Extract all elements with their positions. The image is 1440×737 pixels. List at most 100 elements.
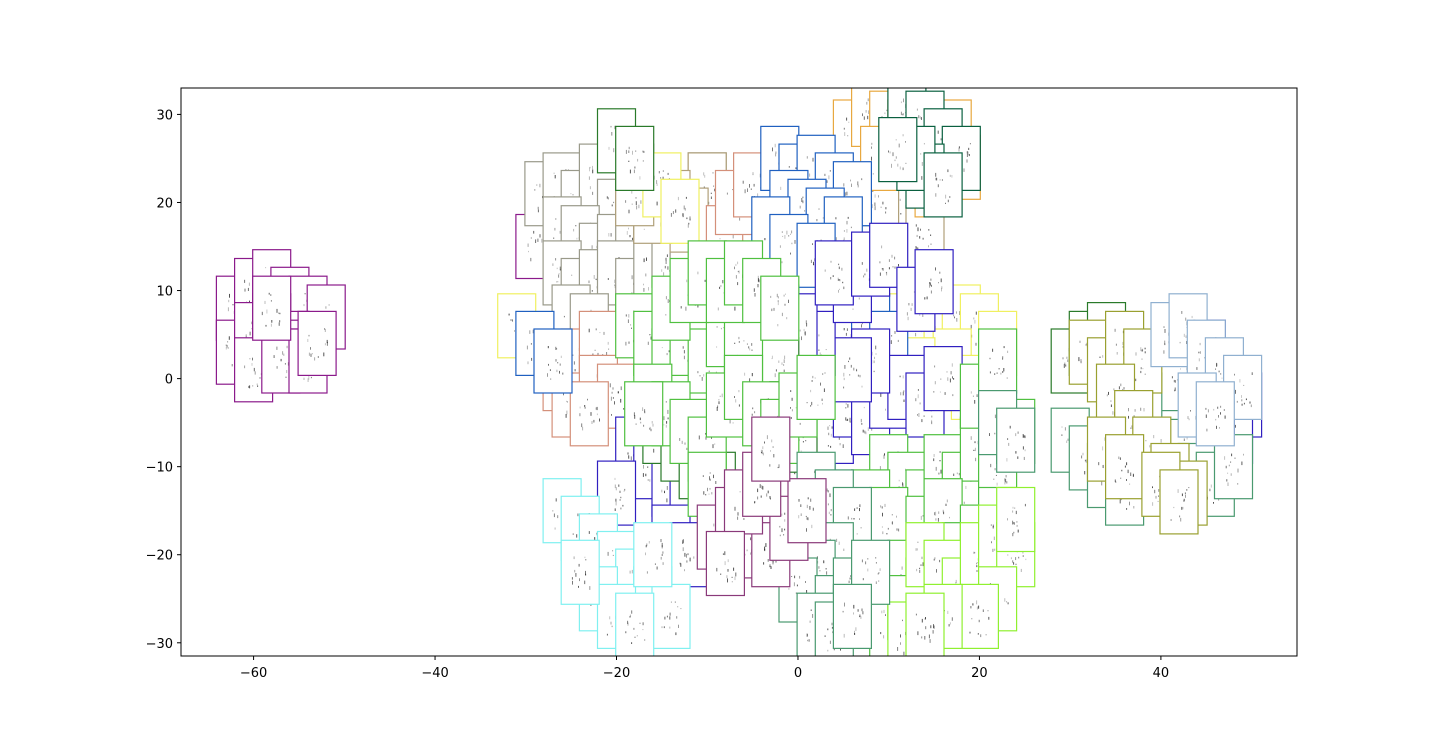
spectrogram-speck (859, 504, 861, 508)
spectrogram-speck (992, 524, 994, 528)
spectrogram-speck (871, 142, 873, 145)
spectrogram-speck (798, 515, 800, 519)
spectrogram-speck (303, 304, 305, 307)
spectrogram-speck (916, 108, 918, 111)
spectrogram-speck (1080, 361, 1082, 364)
spectrogram-speck (665, 424, 667, 428)
spectrogram-speck (920, 228, 921, 231)
spectrogram-speck (901, 566, 903, 570)
spectrogram-speck (761, 450, 763, 455)
spectrogram-speck (1065, 364, 1067, 367)
spectrogram-speck (1013, 522, 1015, 525)
spectrogram-speck (693, 556, 695, 559)
spectrogram-speck (783, 534, 785, 536)
spectrogram-speck (746, 549, 748, 552)
spectrogram-speck (628, 146, 630, 150)
spectrogram-speck (615, 487, 617, 491)
spectrogram-speck (556, 281, 558, 283)
spectrogram-speck (1221, 377, 1223, 379)
spectrogram-speck (1012, 520, 1014, 525)
spectrogram-speck (916, 548, 918, 551)
spectrogram-speck (1005, 475, 1007, 478)
spectrogram-thumbnail (633, 522, 673, 588)
spectrogram-speck (930, 243, 932, 245)
spectrogram-speck (1024, 503, 1026, 507)
spectrogram-speck (849, 357, 851, 360)
spectrogram-speck (734, 342, 736, 344)
spectrogram-speck (667, 172, 669, 175)
spectrogram-speck (642, 622, 644, 626)
spectrogram-speck (780, 186, 782, 190)
spectrogram-speck (649, 428, 651, 430)
spectrogram-speck (631, 327, 632, 329)
spectrogram-speck (579, 413, 581, 417)
spectrogram-speck (303, 377, 305, 380)
spectrogram-speck (826, 488, 828, 492)
spectrogram-speck (628, 160, 630, 162)
spectrogram-speck (828, 175, 830, 180)
spectrogram-speck (956, 318, 958, 322)
spectrogram-speck (903, 399, 905, 402)
spectrogram-speck (919, 314, 921, 316)
spectrogram-speck (830, 260, 832, 263)
spectrogram-speck (993, 478, 995, 480)
spectrogram-speck (257, 385, 259, 387)
spectrogram-speck (606, 196, 608, 199)
spectrogram-speck (660, 556, 662, 560)
spectrogram-speck (900, 392, 902, 396)
spectrogram-speck (848, 360, 849, 363)
spectrogram-speck (812, 614, 814, 618)
spectrogram-speck (1234, 373, 1235, 376)
spectrogram-thumbnail (787, 478, 827, 544)
spectrogram-speck (969, 143, 971, 145)
thumbnail-frame (878, 116, 918, 183)
spectrogram-speck (702, 475, 704, 477)
spectrogram-speck (642, 407, 644, 411)
spectrogram-speck (643, 228, 645, 230)
spectrogram-speck (772, 446, 774, 448)
spectrogram-speck (857, 184, 859, 188)
spectrogram-speck (686, 217, 688, 220)
spectrogram-speck (791, 242, 793, 245)
spectrogram-speck (885, 207, 887, 210)
spectrogram-speck (852, 308, 854, 310)
spectrogram-speck (871, 428, 873, 431)
spectrogram-speck (596, 532, 598, 535)
spectrogram-speck (945, 503, 947, 506)
spectrogram-speck (689, 218, 691, 221)
spectrogram-speck (665, 257, 667, 261)
thumbnail-frame (1195, 381, 1235, 447)
spectrogram-speck (970, 606, 972, 609)
spectrogram-speck (661, 347, 663, 349)
spectrogram-speck (932, 630, 934, 634)
spectrogram-speck (974, 319, 976, 324)
spectrogram-speck (738, 341, 740, 343)
spectrogram-speck (764, 546, 766, 551)
spectrogram-speck (654, 563, 656, 565)
spectrogram-speck (1191, 315, 1193, 319)
spectrogram-speck (778, 464, 780, 468)
spectrogram-speck (575, 225, 577, 227)
thumbnail-frame (252, 275, 292, 341)
spectrogram-speck (924, 297, 926, 300)
spectrogram-speck (916, 247, 918, 249)
spectrogram-speck (592, 191, 594, 195)
spectrogram-speck (982, 609, 984, 612)
spectrogram-speck (1009, 425, 1011, 429)
spectrogram-speck (686, 447, 688, 450)
spectrogram-speck (919, 402, 921, 405)
spectrogram-speck (708, 201, 710, 205)
spectrogram-speck (612, 554, 614, 556)
spectrogram-speck (646, 257, 647, 261)
spectrogram-speck (772, 561, 774, 565)
spectrogram-speck (949, 378, 951, 383)
spectrogram-speck (967, 151, 969, 155)
spectrogram-speck (663, 416, 665, 421)
spectrogram-speck (632, 150, 633, 155)
spectrogram-speck (668, 350, 670, 353)
spectrogram-speck (1128, 408, 1129, 412)
spectrogram-speck (949, 622, 951, 625)
spectrogram-speck (1012, 560, 1014, 563)
spectrogram-speck (885, 408, 886, 411)
spectrogram-speck (1102, 446, 1104, 451)
